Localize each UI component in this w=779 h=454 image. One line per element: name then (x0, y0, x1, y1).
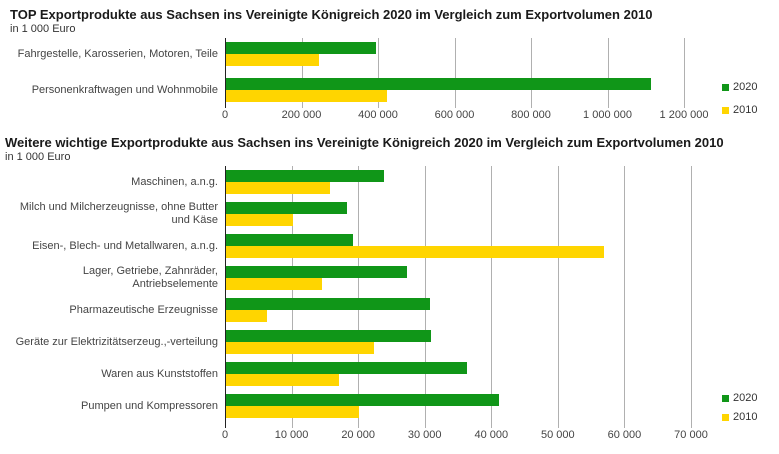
bottom-chart-subtitle: in 1 000 Euro (5, 151, 71, 163)
legend-label-2020: 2020 (733, 81, 758, 93)
top-chart-subtitle: in 1 000 Euro (10, 23, 76, 35)
bottom-chart-title: Weitere wichtige Exportprodukte aus Sach… (5, 135, 724, 150)
x-tick-label: 20 000 (341, 429, 375, 441)
bar-2020 (226, 170, 385, 182)
bar-2010 (226, 54, 320, 66)
legend-label-2020: 2020 (733, 392, 758, 404)
bottom-chart-legend-2010: 2010 (722, 411, 757, 423)
gridline (607, 38, 609, 108)
x-tick-label: 60 000 (607, 429, 642, 441)
legend-swatch-2020 (722, 83, 729, 91)
x-tick-label: 40 000 (474, 429, 509, 441)
bar-2010 (226, 182, 331, 194)
bar-2020 (226, 266, 408, 278)
category-label: Maschinen, a.n.g. (131, 175, 218, 188)
bar-2020 (226, 202, 347, 214)
gridline (301, 38, 303, 108)
bar-2010 (226, 342, 375, 354)
x-tick-label: 10 000 (274, 429, 309, 441)
gridline (531, 38, 532, 108)
bar-2010 (226, 90, 388, 102)
x-tick-label: 1 200 000 (659, 109, 709, 121)
top-chart-legend-2010: 2010 (722, 104, 757, 116)
category-label: Milch und Milcherzeugnisse, ohne Butter … (19, 201, 218, 226)
bar-2010 (226, 278, 322, 290)
category-label: Fahrgestelle, Karosserien, Motoren, Teil… (17, 47, 218, 60)
bar-2010 (226, 374, 339, 386)
bar-2010 (226, 246, 605, 258)
category-label: Lager, Getriebe, Zahnräder, Antriebselem… (82, 265, 218, 290)
bar-2010 (226, 310, 267, 322)
x-tick-label: 0 (221, 109, 229, 121)
category-label: Waren aus Kunststoffen (101, 367, 218, 380)
x-tick-label: 400 000 (358, 109, 398, 121)
x-tick-label: 70 000 (674, 429, 708, 441)
category-label: Eisen-, Blech- und Metallwaren, a.n.g. (32, 239, 218, 252)
category-label: Pharmazeutische Erzeugnisse (69, 303, 218, 316)
gridline (684, 38, 685, 108)
gridline (424, 166, 426, 428)
x-tick-label: 800 000 (511, 109, 551, 121)
category-label: Personenkraftwagen und Wohnmobile (31, 83, 218, 96)
y-axis-line (225, 166, 226, 428)
legend-swatch-2020 (722, 394, 729, 402)
x-tick-label: 200 000 (281, 109, 322, 121)
bar-2020 (226, 78, 652, 90)
legend-swatch-2010 (722, 106, 729, 114)
gridline (557, 166, 559, 428)
gridline (491, 166, 493, 428)
gridline (624, 166, 626, 428)
bar-2020 (226, 394, 499, 406)
bar-2020 (226, 330, 431, 342)
x-tick-label: 50 000 (541, 429, 575, 441)
top-chart-legend-2020: 2020 (722, 81, 757, 93)
bar-2020 (226, 298, 431, 310)
x-tick-label: 0 (221, 429, 229, 441)
top-chart-title: TOP Exportprodukte aus Sachsen ins Verei… (10, 7, 653, 22)
bottom-chart-legend-2020: 2020 (722, 392, 757, 404)
x-tick-label: 1 000 000 (583, 109, 632, 121)
gridline (291, 166, 293, 428)
gridline (378, 38, 379, 108)
x-tick-label: 30 000 (407, 429, 442, 441)
bar-2020 (226, 362, 468, 374)
x-tick-label: 600 000 (434, 109, 475, 121)
bar-2010 (226, 214, 293, 226)
bar-2020 (226, 42, 377, 54)
gridline (358, 166, 360, 428)
y-axis-line (225, 38, 226, 108)
category-label: Geräte zur Elektrizitätserzeug.,-verteil… (15, 335, 218, 348)
bar-2020 (226, 234, 354, 246)
legend-swatch-2010 (722, 413, 729, 421)
gridline (454, 38, 456, 108)
category-label: Pumpen und Kompressoren (81, 399, 218, 412)
legend-label-2010: 2010 (733, 104, 758, 116)
gridline (691, 166, 692, 428)
bar-2010 (226, 406, 360, 418)
legend-label-2010: 2010 (733, 411, 758, 423)
